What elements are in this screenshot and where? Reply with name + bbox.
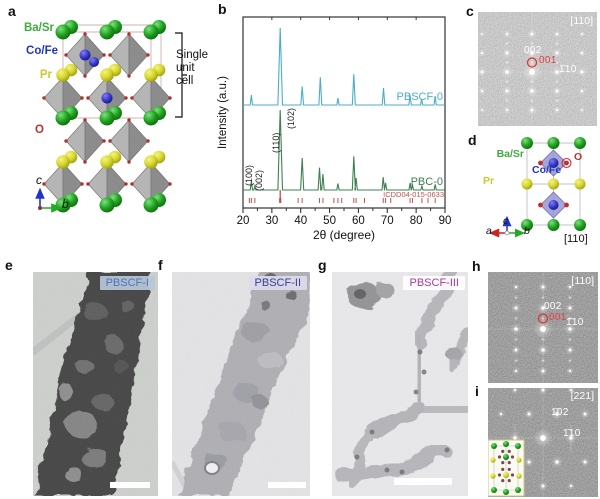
zone-axis-label: [110] bbox=[570, 15, 593, 27]
axis-c-label: c bbox=[36, 173, 42, 187]
atom-label-pr: Pr bbox=[39, 69, 52, 81]
svg-text:50: 50 bbox=[323, 215, 336, 227]
sample-tag: PBSCF-II bbox=[248, 276, 307, 290]
panel-label-e: e bbox=[5, 257, 13, 273]
svg-text:(100): (100) bbox=[244, 165, 254, 186]
svg-text:70: 70 bbox=[381, 215, 394, 227]
sample-tag: PBSCF-I bbox=[99, 276, 155, 290]
panel-label-i: i bbox=[475, 383, 479, 399]
single-unit-cell-note: Single unit cell bbox=[176, 49, 208, 88]
svg-text:2θ (degree): 2θ (degree) bbox=[313, 228, 375, 242]
spot-label-002: 002 bbox=[524, 45, 542, 56]
tem-image-pbscf1: PBSCF-I bbox=[33, 272, 158, 496]
sample-name: PBSCF-III bbox=[409, 277, 459, 289]
svg-text:(110): (110) bbox=[271, 133, 281, 153]
scale-bar bbox=[394, 478, 452, 485]
panel-label-a: a bbox=[8, 3, 16, 19]
zone-axis-label: [221] bbox=[570, 390, 594, 402]
atom-label-ba-sr: Ba/Sr bbox=[23, 22, 54, 34]
panel-label-d: d bbox=[468, 132, 477, 148]
tem-image-pbscf2: PBSCF-II bbox=[172, 272, 310, 496]
panel-label-c: c bbox=[466, 3, 474, 19]
zone-axis-label: [110] bbox=[564, 233, 588, 245]
crystal-structure-unit-cell bbox=[35, 20, 187, 213]
atom-label-co-fe: Co/Fe bbox=[532, 164, 562, 176]
fft-pattern-pbscf0: [110] 002 001 1̄10 bbox=[478, 12, 597, 126]
atom-label-co-fe: Co/Fe bbox=[26, 45, 58, 57]
spot-label-m110: 1̄10 bbox=[566, 317, 584, 328]
svg-text:40: 40 bbox=[294, 215, 307, 227]
spot-label-001: 001 bbox=[549, 312, 567, 323]
svg-text:(002): (002) bbox=[254, 170, 264, 191]
atom-label-o: O bbox=[35, 124, 44, 136]
panel-label-h: h bbox=[472, 258, 481, 274]
svg-text:80: 80 bbox=[410, 215, 423, 227]
panel-label-g: g bbox=[318, 257, 327, 273]
sample-tag: PBSCF-III bbox=[403, 276, 465, 290]
panel-label-f: f bbox=[158, 257, 163, 273]
spot-label-m110: 1̄10 bbox=[563, 428, 581, 439]
svg-text:Intensity (a.u.): Intensity (a.u.) bbox=[217, 76, 229, 149]
axis-c-label: c bbox=[503, 215, 509, 227]
panel-label-b: b bbox=[218, 1, 227, 17]
crystal-structure-projection bbox=[488, 137, 586, 238]
scale-bar bbox=[268, 482, 306, 488]
svg-text:20: 20 bbox=[237, 215, 250, 227]
axis-a-label: a bbox=[486, 225, 492, 237]
svg-text:90: 90 bbox=[439, 215, 452, 227]
atom-label-ba-sr: Ba/Sr bbox=[496, 148, 524, 160]
spot-label-m110: 1̄10 bbox=[559, 64, 577, 75]
svg-text:PBC-0: PBC-0 bbox=[411, 176, 443, 188]
axis-b-label: b bbox=[524, 225, 530, 237]
sample-name: PBSCF-II bbox=[254, 277, 301, 289]
zone-axis-label: [110] bbox=[571, 275, 594, 287]
fft-pattern-221: [221] 1̄02 1̄10 bbox=[488, 388, 598, 497]
svg-text:ICDD04-015-0633: ICDD04-015-0633 bbox=[383, 190, 444, 199]
spot-label-002: 002 bbox=[544, 301, 562, 312]
scale-bar bbox=[110, 482, 150, 488]
spot-label-m102: 1̄02 bbox=[551, 407, 569, 418]
axis-b-label: b bbox=[62, 197, 69, 211]
svg-text:30: 30 bbox=[265, 215, 278, 227]
tem-image-pbscf3: PBSCF-III bbox=[332, 272, 468, 496]
spot-label-001: 001 bbox=[539, 55, 557, 66]
fft-pattern-110: [110] 002 001 1̄10 bbox=[488, 272, 598, 383]
atom-label-o: O bbox=[574, 151, 583, 163]
atom-label-pr: Pr bbox=[483, 175, 495, 187]
svg-text:(102): (102) bbox=[286, 108, 296, 129]
sample-name: PBSCF-I bbox=[105, 277, 149, 289]
xrd-chart: 20 30 40 50 60 70 80 90 2θ (degree) Intensity (a.… bbox=[217, 16, 452, 242]
svg-text:60: 60 bbox=[352, 215, 365, 227]
svg-text:PBSCF-0: PBSCF-0 bbox=[397, 91, 443, 103]
